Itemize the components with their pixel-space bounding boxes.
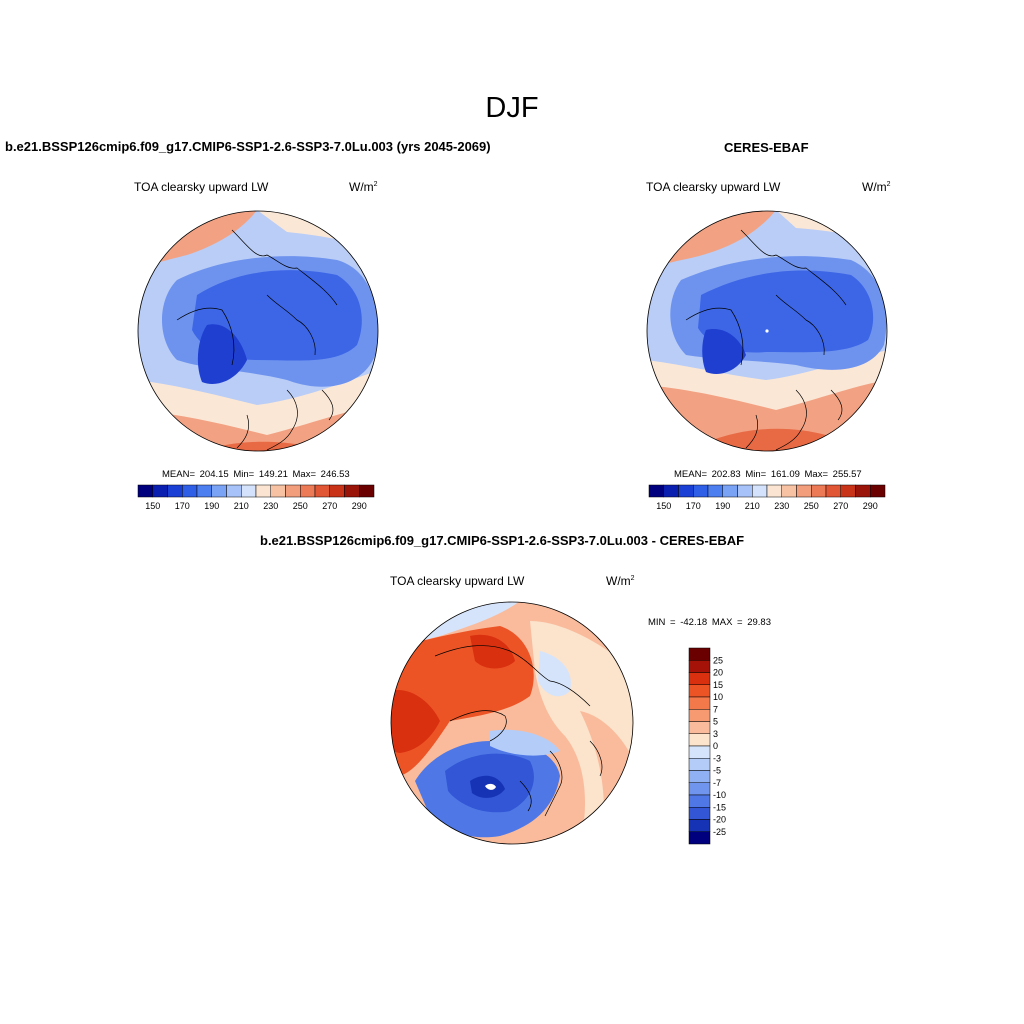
panel-1-colorbar-swatch — [359, 484, 375, 498]
panel-1-colorbar-swatch — [314, 484, 330, 498]
panel-3-colorbar-tick-label: -3 — [713, 753, 721, 763]
panel-3-colorbar-swatch — [688, 647, 711, 661]
panel-1-colorbar-swatch — [196, 484, 212, 498]
panel-3-colorbar-tick-label: -20 — [713, 815, 726, 825]
panel-3-variable-label: TOA clearsky upward LW — [390, 574, 525, 588]
panel-1-colorbar-tick-label: 230 — [263, 501, 278, 511]
panel-3-colorbar-swatch — [688, 660, 711, 673]
panel-2-colorbar-swatch — [811, 484, 827, 498]
panel-2-colorbar-swatch — [781, 484, 797, 498]
panel-2-colorbar-swatch — [737, 484, 753, 498]
panel-2-colorbar-swatch — [870, 484, 886, 498]
panel-3-colorbar-swatch — [688, 721, 711, 734]
page-title: DJF — [485, 92, 539, 124]
panel-1-colorbar-swatch — [344, 484, 360, 498]
panel-1-colorbar-swatch — [182, 484, 198, 498]
panel-1-colorbar-swatch — [152, 484, 168, 498]
panel-3-colorbar-swatch — [688, 696, 711, 710]
panel-2-polar-map — [646, 210, 888, 452]
panel-1-colorbar-tick-label: 170 — [175, 501, 190, 511]
panel-1-colorbar-tick-label: 270 — [322, 501, 337, 511]
panel-3-colorbar-swatch — [688, 672, 711, 685]
panel-3-colorbar-swatch — [688, 831, 711, 845]
panel-2-colorbar-swatch — [707, 484, 723, 498]
panel-2-colorbar-swatch — [693, 484, 709, 498]
panel-2-colorbar-swatch — [766, 484, 782, 498]
panel-3-colorbar-tick-label: 0 — [713, 741, 718, 751]
panel-1-colorbar-swatch — [285, 484, 301, 498]
panel-1-variable-label: TOA clearsky upward LW — [134, 180, 269, 194]
panel-2-colorbar-tick-label: 230 — [774, 501, 789, 511]
panel-2-colorbar-tick-label: 270 — [833, 501, 848, 511]
panel-1-colorbar-tick-label: 150 — [145, 501, 160, 511]
panel-2-variable-label: TOA clearsky upward LW — [646, 180, 781, 194]
panel-1-colorbar-swatch — [329, 484, 345, 498]
panel-3-colorbar-swatch — [688, 684, 711, 698]
panel-1-colorbar-tick-label: 210 — [234, 501, 249, 511]
panel-3-colorbar-swatch — [688, 733, 711, 747]
panel-3-colorbar-tick-label: -5 — [713, 766, 721, 776]
panel-1-colorbar-tick-label: 290 — [352, 501, 367, 511]
panel-1-colorbar-swatch — [255, 484, 271, 498]
panel-2-colorbar-tick-label: 150 — [656, 501, 671, 511]
panel-3-colorbar-tick-label: 20 — [713, 668, 723, 678]
panel-3-colorbar-tick-label: 10 — [713, 692, 723, 702]
panel-2-units: W/m2 — [862, 180, 891, 194]
panel-1-colorbar-tick-label: 250 — [293, 501, 308, 511]
panel-2-colorbar-tick-label: 250 — [804, 501, 819, 511]
panel-2-colorbar-tick-label: 170 — [686, 501, 701, 511]
panel-3-title: b.e21.BSSP126cmip6.f09_g17.CMIP6-SSP1-2.… — [260, 533, 745, 548]
panel-2-colorbar-swatch — [855, 484, 871, 498]
panel-3-colorbar-tick-label: 5 — [713, 717, 718, 727]
panel-3-colorbar-swatch — [688, 709, 711, 722]
panel-3-colorbar: 25 20 15 10 7 5 3 0 -3 -5 -7 -10 -15 -20 -25 — [688, 647, 726, 845]
panel-2-colorbar-tick-label: 190 — [715, 501, 730, 511]
panel-3-colorbar-swatch — [688, 794, 711, 808]
panel-2-colorbar-swatch — [825, 484, 841, 498]
panel-2-colorbar-swatch — [752, 484, 768, 498]
panel-1-colorbar-swatch — [241, 484, 257, 498]
panel-3-colorbar-tick-label: -15 — [713, 802, 726, 812]
panel-2-colorbar-swatch — [678, 484, 694, 498]
panel-3-colorbar-tick-label: 7 — [713, 704, 718, 714]
panel-3-units: W/m2 — [606, 574, 635, 588]
panel-1-colorbar-swatch — [300, 484, 316, 498]
panel-1-colorbar-swatch — [226, 484, 242, 498]
panel-3-colorbar-tick-label: -25 — [713, 827, 726, 837]
panel-3-colorbar-tick-label: 15 — [713, 680, 723, 690]
panel-3-polar-map — [390, 601, 634, 845]
panel-1-colorbar: 150 170 190 210 230 250 270 290 — [137, 484, 375, 511]
panel-3-stats: MIN = -42.18 MAX = 29.83 — [648, 617, 772, 628]
panel-3-colorbar-tick-label: 3 — [713, 729, 718, 739]
panel-3-colorbar-tick-label: -7 — [713, 778, 721, 788]
panel-3-colorbar-tick-label: -10 — [713, 790, 726, 800]
panel-1-title: b.e21.BSSP126cmip6.f09_g17.CMIP6-SSP1-2.… — [5, 139, 491, 154]
panel-1-colorbar-tick-label: 190 — [204, 501, 219, 511]
panel-2-colorbar-swatch — [722, 484, 738, 498]
panel-1-colorbar-swatch — [270, 484, 286, 498]
panel-3-colorbar-swatch — [688, 745, 711, 759]
panel-3-colorbar-swatch — [688, 758, 711, 771]
panel-3-colorbar-swatch — [688, 819, 711, 832]
panel-2-colorbar-tick-label: 210 — [745, 501, 760, 511]
panel-2-colorbar-swatch — [840, 484, 856, 498]
panel-3-colorbar-swatch — [688, 770, 711, 783]
panel-1-colorbar-swatch — [137, 484, 153, 498]
panel-2-stats: MEAN= 202.83 Min= 161.09 Max= 255.57 — [674, 469, 862, 480]
panel-3-colorbar-tick-label: 25 — [713, 655, 723, 665]
panel-2-colorbar-tick-label: 290 — [863, 501, 878, 511]
panel-1-stats: MEAN= 204.15 Min= 149.21 Max= 246.53 — [162, 469, 350, 480]
panel-1-colorbar-swatch — [167, 484, 183, 498]
panel-1-units: W/m2 — [349, 180, 378, 194]
panel-2-colorbar-swatch — [648, 484, 664, 498]
panel-2-colorbar: 150 170 190 210 230 250 270 290 — [648, 484, 886, 511]
panel-1-polar-map — [137, 210, 379, 452]
panel-3-colorbar-swatch — [688, 782, 711, 796]
panel-2-title: CERES-EBAF — [724, 140, 809, 155]
panel-1-colorbar-swatch — [211, 484, 227, 498]
panel-2-colorbar-swatch — [796, 484, 812, 498]
panel-3-colorbar-swatch — [688, 807, 711, 820]
panel-2-colorbar-swatch — [663, 484, 679, 498]
